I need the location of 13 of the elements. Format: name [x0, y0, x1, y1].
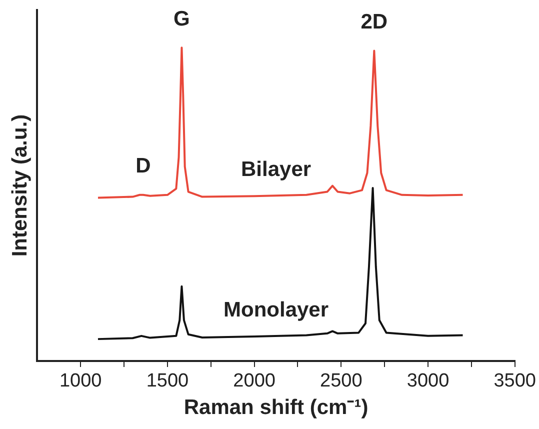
x-tick-label: 3500: [494, 370, 536, 392]
series-label: Monolayer: [224, 298, 329, 322]
y-axis-title: Intensity (a.u.): [8, 114, 32, 257]
annotation: G: [174, 7, 190, 30]
x-tick-label: 2000: [233, 370, 276, 392]
x-tick-label: 3000: [406, 370, 450, 392]
x-tick-label: 1500: [146, 370, 189, 392]
x-tick-label: 1000: [59, 370, 102, 392]
series-label: Bilayer: [241, 158, 312, 181]
x-axis-title: Raman shift (cm⁻¹): [184, 396, 368, 420]
x-tick-label: 2500: [320, 370, 362, 392]
annotation: D: [136, 154, 151, 178]
annotation: 2D: [360, 10, 388, 34]
